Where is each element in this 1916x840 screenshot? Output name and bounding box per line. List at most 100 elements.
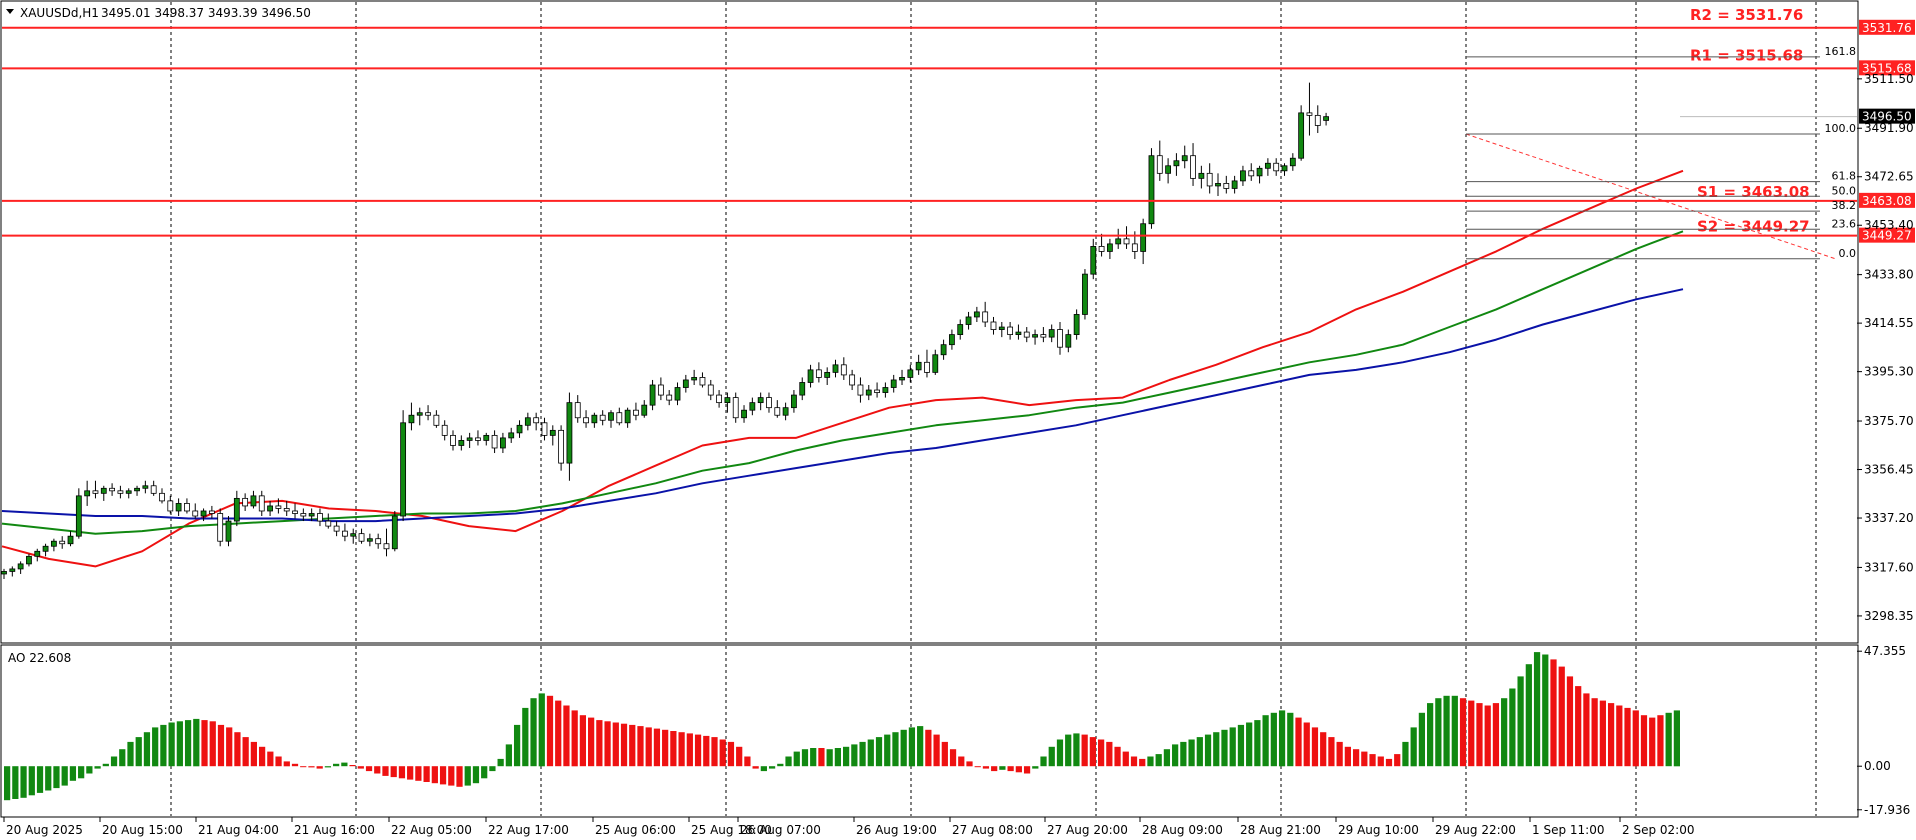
ao-bar xyxy=(900,729,907,767)
ao-bar xyxy=(703,735,710,767)
bull-candle-body xyxy=(591,414,598,424)
candle xyxy=(1098,233,1105,257)
support-resistance-levels[interactable]: R2 = 3531.76 3531.76 R1 = 3515.68 3515.68 S1… xyxy=(2,6,1915,243)
ao-bar xyxy=(234,732,241,767)
candles[interactable] xyxy=(1,82,1329,580)
ao-bar xyxy=(1542,654,1549,767)
ao-bar xyxy=(588,717,595,767)
ao-bar xyxy=(513,724,521,767)
candle xyxy=(1264,158,1271,176)
ao-bar xyxy=(892,732,899,767)
bull-candle-body xyxy=(724,397,731,404)
bull-candle-body xyxy=(483,434,490,441)
s1-level-label: S1 = 3463.08 xyxy=(1697,183,1810,201)
candle xyxy=(342,523,348,542)
bear-candle-body xyxy=(599,414,606,421)
ao-bar xyxy=(217,724,225,767)
candle xyxy=(491,430,498,454)
bear-candle-body xyxy=(184,503,190,512)
candle xyxy=(100,485,107,501)
bear-candle-body xyxy=(275,505,282,509)
ao-bar xyxy=(283,761,290,767)
ao-bar xyxy=(160,724,167,767)
ao-bar xyxy=(908,727,916,767)
ao-bar xyxy=(711,737,718,767)
time-axis: 20 Aug 2025 20 Aug 15:00 21 Aug 04:00 21 Au… xyxy=(3,817,1694,837)
candle xyxy=(957,319,964,340)
y-tick-label: 3356.45 xyxy=(1864,463,1914,477)
candle xyxy=(924,349,930,378)
bull-candle-body xyxy=(741,409,747,419)
bear-candle-body xyxy=(699,377,706,386)
candle xyxy=(815,362,822,383)
bear-candle-body xyxy=(441,424,448,436)
bull-candle-body xyxy=(250,495,257,507)
y-tick-label: 3414.55 xyxy=(1864,316,1914,330)
ao-bar xyxy=(933,734,940,767)
bear-candle-body xyxy=(475,437,481,441)
fibonacci-retracement[interactable]: 161.8 100.0 61.850.0 38.2 23.6 0.0 xyxy=(1466,45,1856,260)
ao-bar xyxy=(1616,705,1623,767)
bull-candle-body xyxy=(366,538,373,542)
ao-bar xyxy=(834,748,841,767)
candle xyxy=(325,513,332,529)
ao-bar xyxy=(1204,734,1212,767)
ao-bar xyxy=(333,763,340,767)
ao-bar xyxy=(1558,666,1565,767)
ao-bar xyxy=(1649,717,1656,767)
fib-level-label: 0.0 xyxy=(1839,247,1857,260)
ao-bar xyxy=(1048,746,1055,767)
candle xyxy=(749,397,756,416)
ao-bar xyxy=(925,729,932,767)
bear-candle-body xyxy=(1156,155,1163,174)
ao-bar xyxy=(275,756,282,767)
price-tag-label: 3531.76 xyxy=(1862,21,1912,35)
fib-level-label: 50.0 xyxy=(1832,184,1857,197)
ao-bar xyxy=(1311,727,1319,767)
bear-candle-body xyxy=(707,384,714,396)
candle xyxy=(1082,269,1088,320)
bear-candle-body xyxy=(217,513,224,542)
ao-bar xyxy=(1040,756,1047,767)
bull-candle-body xyxy=(1281,165,1288,172)
menu-triangle-icon[interactable] xyxy=(6,9,14,14)
bear-candle-body xyxy=(283,508,290,512)
r1-level-label: R1 = 3515.68 xyxy=(1690,46,1803,64)
bear-candle-body xyxy=(333,525,340,532)
ao-bar xyxy=(851,744,858,767)
candle xyxy=(1073,309,1080,340)
bear-candle-body xyxy=(150,485,157,494)
ao-bar xyxy=(12,766,19,799)
bull-candle-body xyxy=(1298,112,1305,159)
ao-tick-label: 47.355 xyxy=(1864,644,1906,658)
ao-bar xyxy=(1344,746,1351,767)
price-tag-background xyxy=(1859,227,1915,243)
candle xyxy=(865,384,872,401)
bull-candle-body xyxy=(608,412,614,421)
candle xyxy=(890,374,897,393)
candle xyxy=(741,405,747,423)
bull-candle-body xyxy=(391,515,398,550)
candle xyxy=(666,390,673,406)
ao-bar xyxy=(1575,686,1582,767)
candle xyxy=(566,392,573,481)
candle xyxy=(657,377,664,401)
bull-candle-body xyxy=(499,437,506,449)
ao-bar xyxy=(1517,676,1524,767)
candle xyxy=(524,412,531,431)
ao-bar xyxy=(1188,739,1195,767)
ao-bar xyxy=(1640,715,1648,767)
ao-bar xyxy=(45,766,52,791)
ao-bar xyxy=(1229,727,1236,767)
bear-candle-body xyxy=(1023,331,1030,338)
bull-candle-body xyxy=(416,412,423,416)
ao-bar xyxy=(1632,710,1639,767)
bull-candle-body xyxy=(1323,116,1329,121)
trend-line xyxy=(1465,133,1837,260)
candle xyxy=(34,548,41,562)
candle xyxy=(1123,226,1130,249)
bear-candle-body xyxy=(342,530,348,537)
candle xyxy=(383,528,390,557)
bull-candle-body xyxy=(782,407,789,416)
